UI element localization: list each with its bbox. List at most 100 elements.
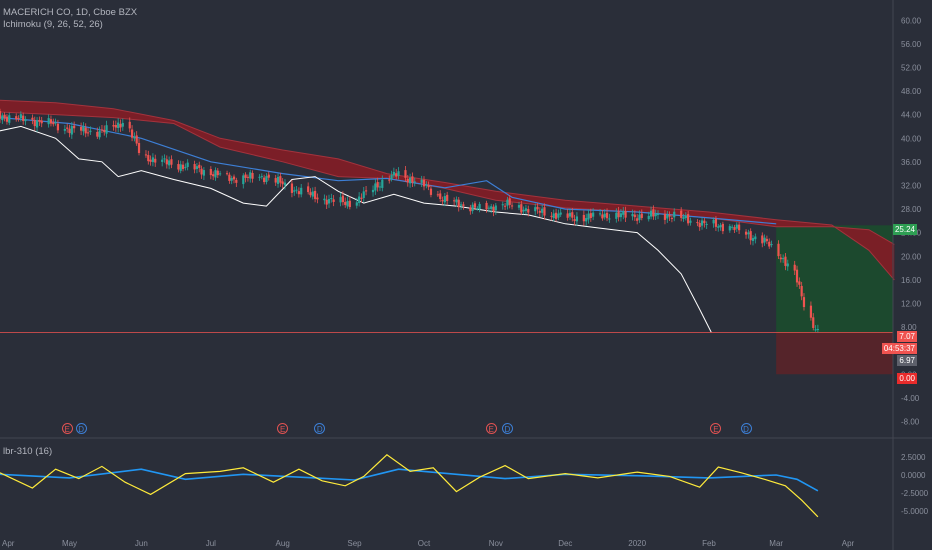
candle-body xyxy=(654,213,657,217)
ichimoku-legend[interactable]: Ichimoku (9, 26, 52, 26) xyxy=(3,19,103,30)
candle-body xyxy=(364,190,368,192)
osc-tick-label: 2.5000 xyxy=(901,453,926,462)
candle-body xyxy=(517,205,521,208)
candle-body xyxy=(170,159,173,165)
candle-body xyxy=(761,235,764,244)
candle-body xyxy=(719,225,722,228)
candle-body xyxy=(508,198,511,205)
candle-body xyxy=(680,210,683,218)
candle-body xyxy=(103,129,106,133)
candle-body xyxy=(392,171,395,176)
candle-body xyxy=(300,187,303,195)
candle-body xyxy=(184,166,187,168)
earnings-marker[interactable]: E xyxy=(485,423,497,434)
earnings-marker[interactable]: E xyxy=(61,423,73,434)
candle-body xyxy=(587,213,590,220)
candle-body xyxy=(568,212,572,217)
dividend-marker[interactable]: D xyxy=(75,423,87,434)
dividend-marker[interactable]: D xyxy=(740,423,752,434)
dividend-marker[interactable]: D xyxy=(314,423,326,434)
candle-body xyxy=(510,205,514,207)
candle-body xyxy=(814,329,817,331)
candle-body xyxy=(490,206,493,209)
candle-body xyxy=(149,159,152,162)
close-price-tag: 6.97 xyxy=(897,355,917,366)
time-tick-label: Apr xyxy=(842,539,855,548)
candle-body xyxy=(649,210,653,217)
candle-body xyxy=(54,122,57,124)
osc-tick-label: -5.0000 xyxy=(901,507,929,516)
candle-body xyxy=(522,209,525,212)
price-tick-label: 12.00 xyxy=(901,299,922,308)
candle-body xyxy=(258,176,261,178)
candle-body xyxy=(663,213,667,220)
candle-body xyxy=(705,223,708,225)
candle-body xyxy=(332,199,335,202)
time-tick-label: Oct xyxy=(418,539,431,548)
price-candles xyxy=(0,108,819,333)
candle-body xyxy=(738,224,741,231)
cloud-lower-line xyxy=(0,111,895,245)
candle-body xyxy=(179,164,182,171)
candle-body xyxy=(154,158,157,163)
candle-body xyxy=(73,125,76,129)
candle-body xyxy=(615,212,618,219)
candle-body xyxy=(117,122,120,129)
candle-body xyxy=(137,143,141,153)
candle-body xyxy=(151,157,155,163)
candle-body xyxy=(503,205,507,207)
candle-body xyxy=(768,241,771,247)
candle-body xyxy=(86,132,90,134)
candle-body xyxy=(487,207,490,209)
candle-body xyxy=(552,213,555,219)
candle-body xyxy=(323,198,326,201)
candle-body xyxy=(135,135,138,144)
candle-body xyxy=(274,178,277,183)
candle-body xyxy=(114,125,117,128)
candle-body xyxy=(636,218,639,221)
candle-body xyxy=(311,191,314,197)
earnings-marker[interactable]: E xyxy=(277,423,289,434)
candle-body xyxy=(687,214,690,224)
candle-body xyxy=(700,220,704,226)
candle-body xyxy=(316,197,319,200)
candle-body xyxy=(494,205,497,211)
price-tick-label: 60.00 xyxy=(901,16,922,25)
candle-body xyxy=(427,185,430,188)
candle-body xyxy=(279,176,282,183)
candle-body xyxy=(49,119,53,124)
candle-body xyxy=(390,175,393,180)
candle-body xyxy=(582,214,585,222)
price-tick-label: 40.00 xyxy=(901,134,922,143)
candle-body xyxy=(283,182,287,186)
candle-body xyxy=(429,188,433,195)
candle-body xyxy=(754,236,757,240)
price-tick-label: 56.00 xyxy=(901,40,922,49)
symbol-legend[interactable]: MACERICH CO, 1D, Cboe BZX xyxy=(3,7,138,18)
candle-body xyxy=(161,159,164,162)
candle-body xyxy=(165,159,168,165)
candle-body xyxy=(492,206,495,212)
candle-body xyxy=(56,123,60,131)
candle-body xyxy=(33,119,36,127)
candle-body xyxy=(200,168,203,175)
time-tick-label: 2020 xyxy=(628,539,646,548)
candle-body xyxy=(82,126,85,132)
ichimoku-cloud xyxy=(0,99,895,281)
candle-body xyxy=(624,211,627,218)
candle-body xyxy=(571,212,574,218)
candle-body xyxy=(112,125,115,127)
candle-body xyxy=(638,214,641,220)
candle-body xyxy=(260,176,263,178)
candle-body xyxy=(186,162,189,167)
candle-body xyxy=(506,199,509,206)
candle-body xyxy=(446,194,449,202)
candle-body xyxy=(66,127,69,129)
earnings-marker[interactable]: E xyxy=(710,423,722,434)
candle-body xyxy=(378,186,382,188)
candle-body xyxy=(765,238,769,242)
candle-body xyxy=(603,213,606,218)
dividend-marker[interactable]: D xyxy=(501,423,513,434)
oscillator-legend[interactable]: lbr-310 (16) xyxy=(3,446,53,457)
